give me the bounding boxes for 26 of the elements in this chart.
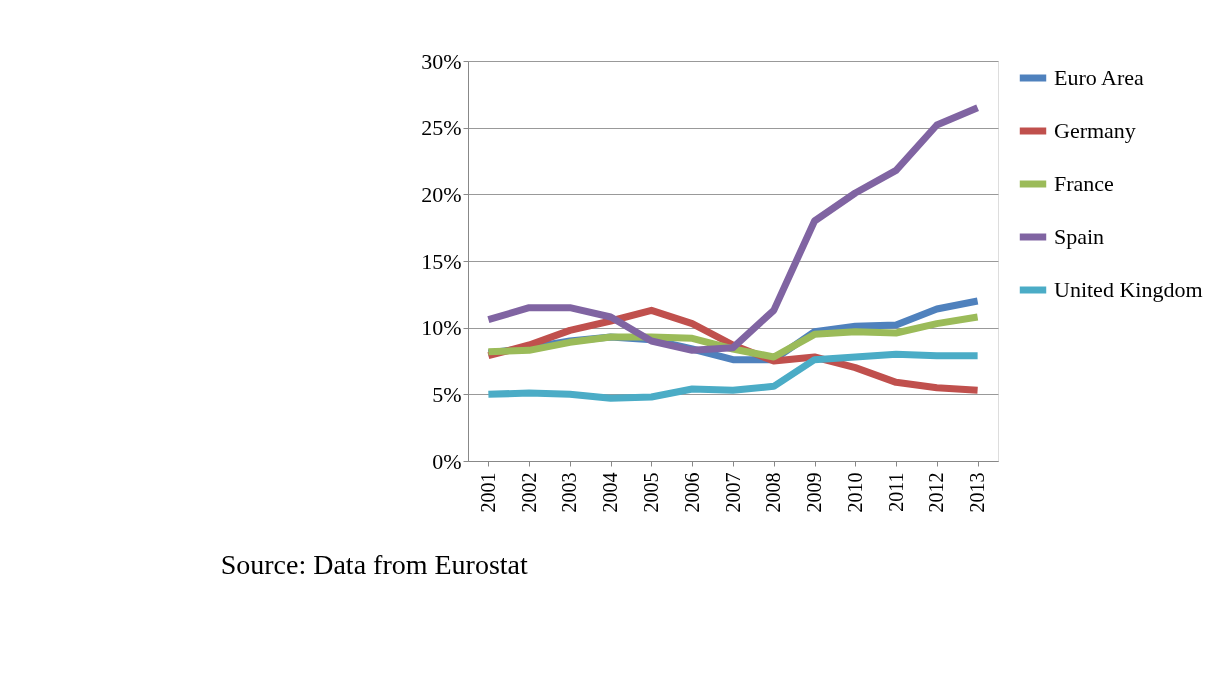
legend-label: Spain [1054, 224, 1105, 249]
x-tick-label: 2010 [843, 472, 866, 513]
y-tick-label: 15% [421, 248, 462, 274]
x-tick-label: 2009 [803, 472, 826, 513]
x-tick-label: 2006 [680, 472, 703, 513]
x-tick-label: 2002 [517, 472, 540, 513]
y-tick-label: 20% [421, 181, 462, 207]
x-tick-label: 2011 [884, 472, 907, 512]
x-tick-label: 2001 [476, 472, 499, 513]
y-tick-label: 25% [421, 115, 462, 141]
y-tick-label: 0% [432, 448, 462, 474]
y-tick-label: 30% [421, 48, 462, 74]
x-tick-label: 2007 [721, 472, 744, 513]
x-tick-label: 2005 [639, 472, 662, 513]
x-tick-label: 2004 [599, 472, 622, 513]
x-tick-label: 2003 [558, 472, 581, 513]
source-note: Source: Data from Eurostat [220, 549, 529, 580]
legend-label: United Kingdom [1054, 277, 1203, 302]
y-tick-label: 5% [432, 381, 462, 407]
x-tick-label: 2013 [966, 472, 989, 513]
x-tick-label: 2012 [925, 472, 948, 513]
legend-label: France [1054, 171, 1114, 196]
legend-label: Germany [1054, 118, 1136, 143]
legend-label: Euro Area [1054, 65, 1145, 90]
x-tick-label: 2008 [762, 472, 785, 513]
y-tick-label: 10% [421, 315, 462, 341]
